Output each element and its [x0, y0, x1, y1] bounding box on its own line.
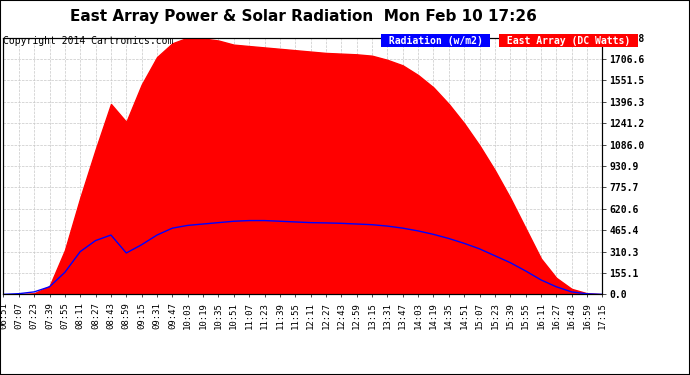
Text: East Array Power & Solar Radiation  Mon Feb 10 17:26: East Array Power & Solar Radiation Mon F… — [70, 9, 537, 24]
Text: East Array (DC Watts): East Array (DC Watts) — [501, 36, 636, 46]
Text: Copyright 2014 Cartronics.com: Copyright 2014 Cartronics.com — [3, 36, 174, 46]
Text: Radiation (w/m2): Radiation (w/m2) — [383, 36, 489, 46]
